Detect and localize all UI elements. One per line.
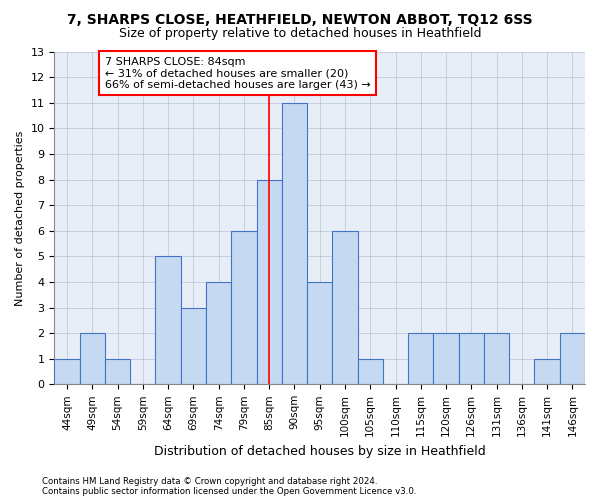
Y-axis label: Number of detached properties: Number of detached properties (15, 130, 25, 306)
Text: Contains HM Land Registry data © Crown copyright and database right 2024.: Contains HM Land Registry data © Crown c… (42, 477, 377, 486)
Bar (560, 333, 585, 384)
Bar (80, 333, 105, 384)
Bar (257, 180, 282, 384)
Bar (155, 256, 181, 384)
Bar (358, 358, 383, 384)
Bar (535, 358, 560, 384)
Text: 7 SHARPS CLOSE: 84sqm
← 31% of detached houses are smaller (20)
66% of semi-deta: 7 SHARPS CLOSE: 84sqm ← 31% of detached … (105, 56, 371, 90)
Bar (484, 333, 509, 384)
Bar (458, 333, 484, 384)
X-axis label: Distribution of detached houses by size in Heathfield: Distribution of detached houses by size … (154, 444, 485, 458)
Bar (433, 333, 458, 384)
Bar (231, 230, 257, 384)
Text: 7, SHARPS CLOSE, HEATHFIELD, NEWTON ABBOT, TQ12 6SS: 7, SHARPS CLOSE, HEATHFIELD, NEWTON ABBO… (67, 12, 533, 26)
Bar (55, 358, 80, 384)
Text: Contains public sector information licensed under the Open Government Licence v3: Contains public sector information licen… (42, 487, 416, 496)
Bar (105, 358, 130, 384)
Text: Size of property relative to detached houses in Heathfield: Size of property relative to detached ho… (119, 28, 481, 40)
Bar (282, 102, 307, 384)
Bar (206, 282, 231, 384)
Bar (332, 230, 358, 384)
Bar (307, 282, 332, 384)
Bar (408, 333, 433, 384)
Bar (181, 308, 206, 384)
